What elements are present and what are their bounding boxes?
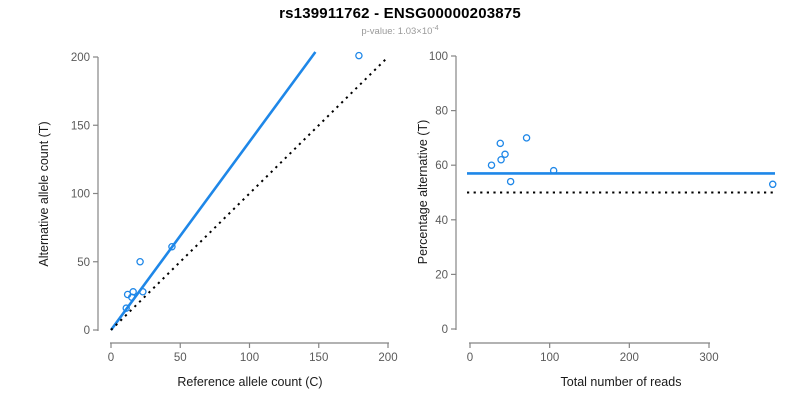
figure-title: rs139911762 - ENSG00000203875 [279,5,521,22]
p-value-base: 1.03×10 [397,26,433,38]
data-point [487,161,496,169]
data-point [497,155,505,164]
x-tick-label: 100 [540,352,559,364]
fitted-ratio-line [109,51,317,331]
y-tick-label: 80 [435,106,448,118]
y-tick-label: 20 [435,269,448,281]
y-tick-label: 100 [429,51,448,63]
p-value-label: p-value: [361,26,398,38]
x-tick-label: 0 [467,352,473,364]
data-point [501,150,509,159]
data-point [506,177,515,186]
data-point [522,134,531,142]
y-tick-label: 0 [84,325,90,337]
x-axis-title: Reference allele count (C) [177,375,322,389]
y-tick-label: 60 [435,160,448,172]
x-tick-label: 100 [240,352,259,364]
y-axis-title: Alternative allele count (T) [37,121,51,266]
x-tick-label: 200 [378,352,397,364]
y-tick-label: 100 [71,189,90,201]
data-point [355,51,363,60]
data-point [168,242,176,251]
x-axis-title: Total number of reads [561,375,682,389]
y-tick-label: 50 [77,257,90,269]
y-tick-label: 0 [442,324,448,336]
y-tick-label: 150 [71,120,90,132]
x-tick-label: 0 [108,352,114,364]
data-point [122,304,130,312]
p-value-exponent: -4 [432,25,439,32]
data-point [549,166,558,175]
data-point [496,139,505,148]
x-tick-label: 50 [174,352,187,364]
data-point [768,180,777,189]
data-point [139,288,147,296]
y-tick-label: 40 [435,215,448,227]
identity-line [110,56,389,331]
x-tick-label: 200 [620,352,639,364]
figure-subtitle: p-value: 1.03×10-4 [0,25,800,37]
y-tick-label: 200 [71,52,90,64]
x-tick-label: 300 [699,352,718,364]
y-axis-title: Percentage alternative (T) [416,120,430,265]
x-tick-label: 150 [309,352,328,364]
data-point [136,257,144,266]
data-point [129,288,137,296]
